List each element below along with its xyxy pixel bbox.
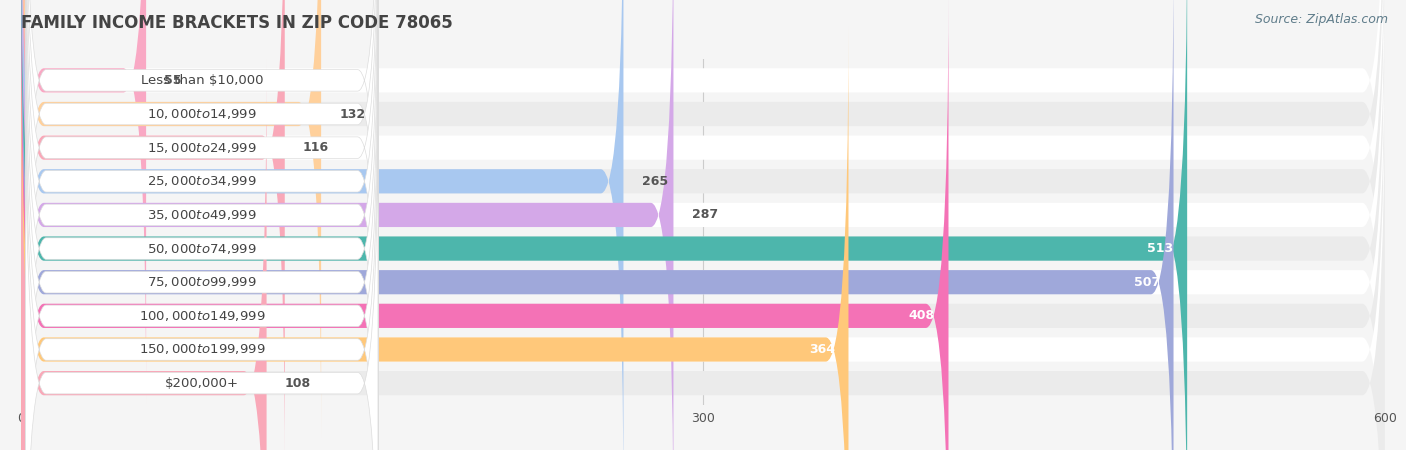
Text: $15,000 to $24,999: $15,000 to $24,999 bbox=[148, 141, 257, 155]
FancyBboxPatch shape bbox=[21, 0, 1385, 450]
Text: 55: 55 bbox=[165, 74, 181, 87]
FancyBboxPatch shape bbox=[21, 0, 673, 450]
FancyBboxPatch shape bbox=[25, 58, 378, 450]
FancyBboxPatch shape bbox=[21, 0, 1385, 450]
FancyBboxPatch shape bbox=[21, 25, 848, 450]
FancyBboxPatch shape bbox=[25, 91, 378, 450]
FancyBboxPatch shape bbox=[25, 0, 378, 372]
FancyBboxPatch shape bbox=[21, 0, 1385, 405]
FancyBboxPatch shape bbox=[21, 0, 1385, 450]
Text: 265: 265 bbox=[641, 175, 668, 188]
Text: $25,000 to $34,999: $25,000 to $34,999 bbox=[148, 174, 257, 188]
FancyBboxPatch shape bbox=[25, 0, 378, 450]
Text: 408: 408 bbox=[908, 309, 935, 322]
FancyBboxPatch shape bbox=[21, 59, 1385, 450]
FancyBboxPatch shape bbox=[21, 0, 1187, 450]
Text: FAMILY INCOME BRACKETS IN ZIP CODE 78065: FAMILY INCOME BRACKETS IN ZIP CODE 78065 bbox=[21, 14, 453, 32]
FancyBboxPatch shape bbox=[21, 0, 1385, 450]
Text: $150,000 to $199,999: $150,000 to $199,999 bbox=[139, 342, 266, 356]
FancyBboxPatch shape bbox=[25, 0, 378, 406]
Text: $50,000 to $74,999: $50,000 to $74,999 bbox=[148, 242, 257, 256]
FancyBboxPatch shape bbox=[25, 0, 378, 440]
Text: 132: 132 bbox=[339, 108, 366, 121]
FancyBboxPatch shape bbox=[21, 0, 949, 450]
FancyBboxPatch shape bbox=[21, 0, 1385, 450]
Text: Source: ZipAtlas.com: Source: ZipAtlas.com bbox=[1254, 14, 1388, 27]
Text: Less than $10,000: Less than $10,000 bbox=[141, 74, 263, 87]
FancyBboxPatch shape bbox=[21, 0, 623, 450]
Text: 287: 287 bbox=[692, 208, 717, 221]
FancyBboxPatch shape bbox=[21, 0, 146, 405]
Text: $100,000 to $149,999: $100,000 to $149,999 bbox=[139, 309, 266, 323]
FancyBboxPatch shape bbox=[21, 0, 321, 438]
FancyBboxPatch shape bbox=[25, 24, 378, 450]
Text: 364: 364 bbox=[808, 343, 835, 356]
FancyBboxPatch shape bbox=[21, 0, 1385, 450]
FancyBboxPatch shape bbox=[21, 0, 1385, 438]
Text: 513: 513 bbox=[1147, 242, 1174, 255]
FancyBboxPatch shape bbox=[21, 0, 1174, 450]
FancyBboxPatch shape bbox=[25, 0, 378, 450]
Text: 116: 116 bbox=[302, 141, 329, 154]
FancyBboxPatch shape bbox=[25, 0, 378, 450]
Text: 108: 108 bbox=[285, 377, 311, 390]
Text: $35,000 to $49,999: $35,000 to $49,999 bbox=[148, 208, 257, 222]
Text: $10,000 to $14,999: $10,000 to $14,999 bbox=[148, 107, 257, 121]
FancyBboxPatch shape bbox=[21, 59, 267, 450]
FancyBboxPatch shape bbox=[25, 0, 378, 450]
FancyBboxPatch shape bbox=[21, 25, 1385, 450]
FancyBboxPatch shape bbox=[21, 0, 285, 450]
Text: $200,000+: $200,000+ bbox=[165, 377, 239, 390]
Text: $75,000 to $99,999: $75,000 to $99,999 bbox=[148, 275, 257, 289]
Text: 507: 507 bbox=[1133, 276, 1160, 289]
